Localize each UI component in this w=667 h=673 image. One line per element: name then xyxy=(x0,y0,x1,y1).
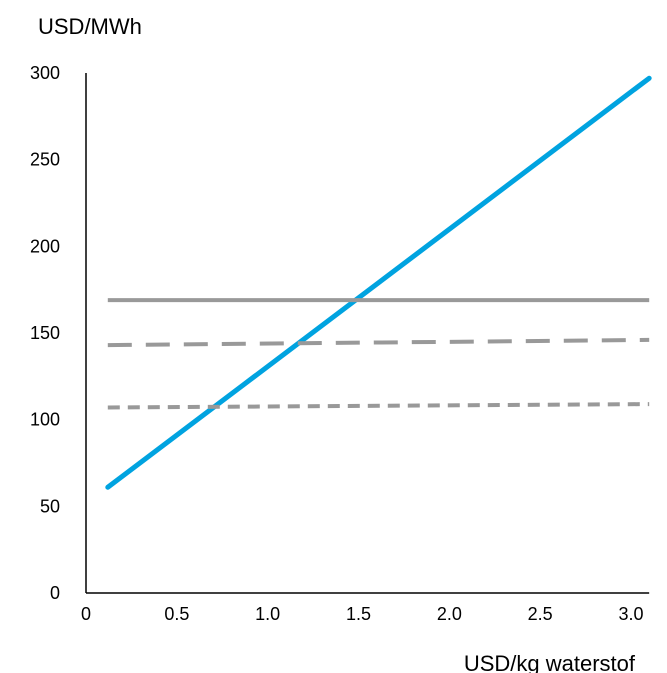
y-tick-label: 50 xyxy=(40,496,60,516)
x-tick-label: 1.5 xyxy=(346,604,371,624)
y-tick-label: 100 xyxy=(30,410,60,430)
x-tick-label: 0.5 xyxy=(164,604,189,624)
y-tick-label: 0 xyxy=(50,583,60,603)
x-tick-label: 2.0 xyxy=(437,604,462,624)
x-axis-title: USD/kg waterstof xyxy=(464,651,636,673)
x-tick-label: 3.0 xyxy=(618,604,643,624)
y-tick-label: 250 xyxy=(30,150,60,170)
y-tick-label: 200 xyxy=(30,236,60,256)
y-tick-label: 300 xyxy=(30,63,60,83)
x-tick-label: 2.5 xyxy=(528,604,553,624)
x-tick-label: 1.0 xyxy=(255,604,280,624)
y-tick-label: 150 xyxy=(30,323,60,343)
plot-area: 0 50 100 150 200 250 300 0 0.5 1.0 1.5 2.0 2.5 3.0 xyxy=(30,63,652,624)
x-tick-label: 0 xyxy=(81,604,91,624)
y-axis-title: USD/MWh xyxy=(38,14,142,39)
series-line-4 xyxy=(107,402,650,410)
series-line-1 xyxy=(105,75,652,490)
series-line-3 xyxy=(107,337,650,348)
